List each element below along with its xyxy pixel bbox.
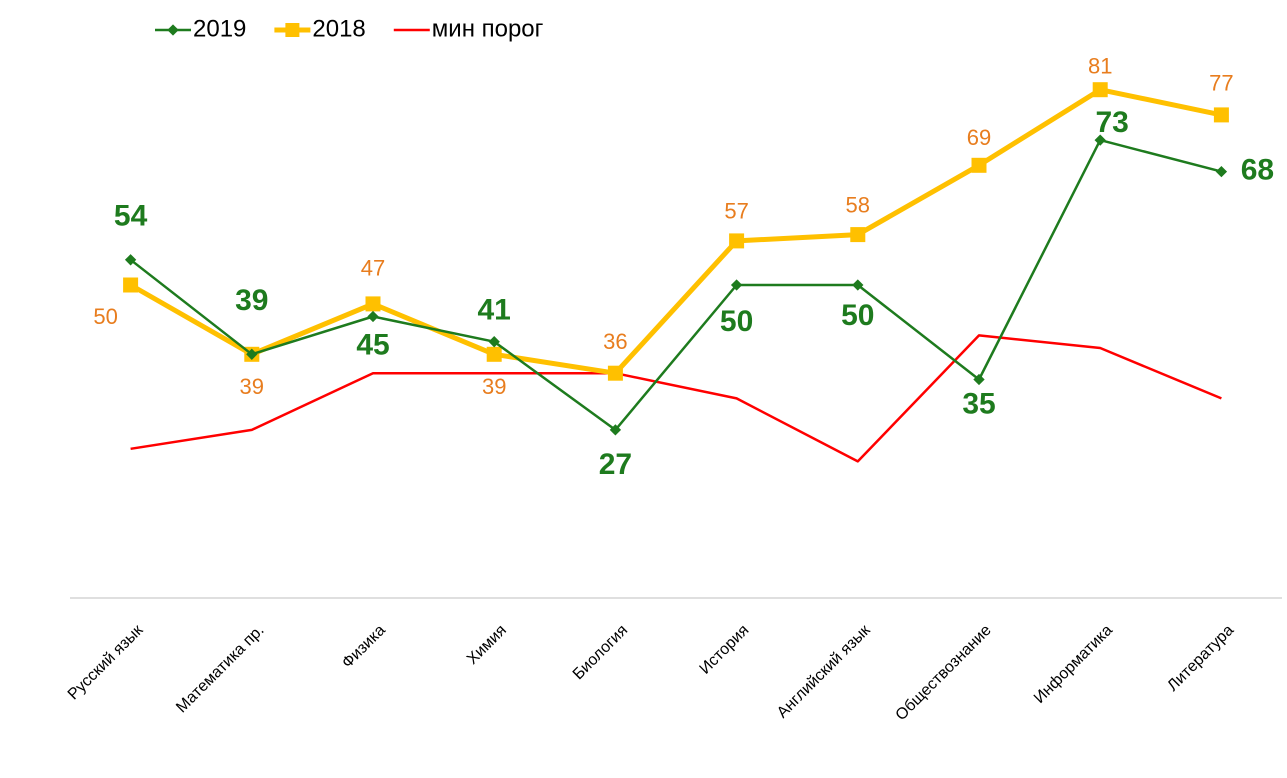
marker xyxy=(1215,165,1228,178)
marker xyxy=(246,348,258,360)
data-label: 45 xyxy=(356,328,389,361)
x-tick-label: Обществознание xyxy=(893,622,995,724)
marker xyxy=(730,279,743,291)
x-tick-label: Химия xyxy=(464,622,510,668)
series-line xyxy=(129,138,1222,432)
data-label: 39 xyxy=(482,374,506,399)
x-tick-label: Физика xyxy=(339,622,389,672)
data-label: 35 xyxy=(962,387,995,420)
marker xyxy=(607,365,623,381)
marker xyxy=(850,227,866,243)
data-label: 27 xyxy=(599,448,632,481)
data-label: 39 xyxy=(240,374,264,399)
x-tick-label: Информатика xyxy=(1031,622,1116,707)
data-label: 36 xyxy=(603,329,627,354)
data-label: 39 xyxy=(235,284,268,317)
marker xyxy=(1094,134,1106,146)
x-tick-label: Русский язык xyxy=(65,621,147,703)
marker xyxy=(488,336,500,348)
x-tick-label: Английский язык xyxy=(774,621,874,721)
marker xyxy=(367,310,379,323)
marker xyxy=(973,373,985,386)
legend-marker xyxy=(167,24,179,36)
legend-label: 2019 xyxy=(193,15,246,42)
marker xyxy=(486,346,502,362)
x-tick-label: Литература xyxy=(1164,622,1237,695)
marker xyxy=(971,157,987,173)
data-label: 50 xyxy=(841,299,874,332)
marker xyxy=(1092,82,1108,98)
marker xyxy=(609,424,622,436)
marker xyxy=(852,279,864,291)
data-label: 47 xyxy=(361,256,385,281)
data-label: 73 xyxy=(1096,106,1129,139)
data-label: 69 xyxy=(967,125,991,150)
marker xyxy=(729,233,745,249)
data-label: 77 xyxy=(1209,71,1233,96)
legend-label: 2018 xyxy=(312,15,365,42)
legend-marker xyxy=(285,23,300,37)
x-tick-label: Биология xyxy=(570,622,631,683)
data-label: 58 xyxy=(846,192,870,217)
x-tick-label: Математика пр. xyxy=(173,622,267,716)
marker xyxy=(365,296,381,312)
data-label: 50 xyxy=(93,304,117,329)
data-label: 41 xyxy=(478,294,511,327)
data-label: 54 xyxy=(114,200,148,233)
data-label: 50 xyxy=(720,305,753,338)
series-line xyxy=(130,334,1222,463)
series-line xyxy=(129,87,1222,376)
data-label: 68 xyxy=(1241,154,1274,187)
data-label: 81 xyxy=(1088,54,1112,79)
legend-label: мин порог xyxy=(432,15,544,42)
marker xyxy=(1213,107,1229,123)
data-label: 57 xyxy=(724,199,748,224)
marker xyxy=(123,277,139,293)
x-tick-label: История xyxy=(697,622,753,678)
